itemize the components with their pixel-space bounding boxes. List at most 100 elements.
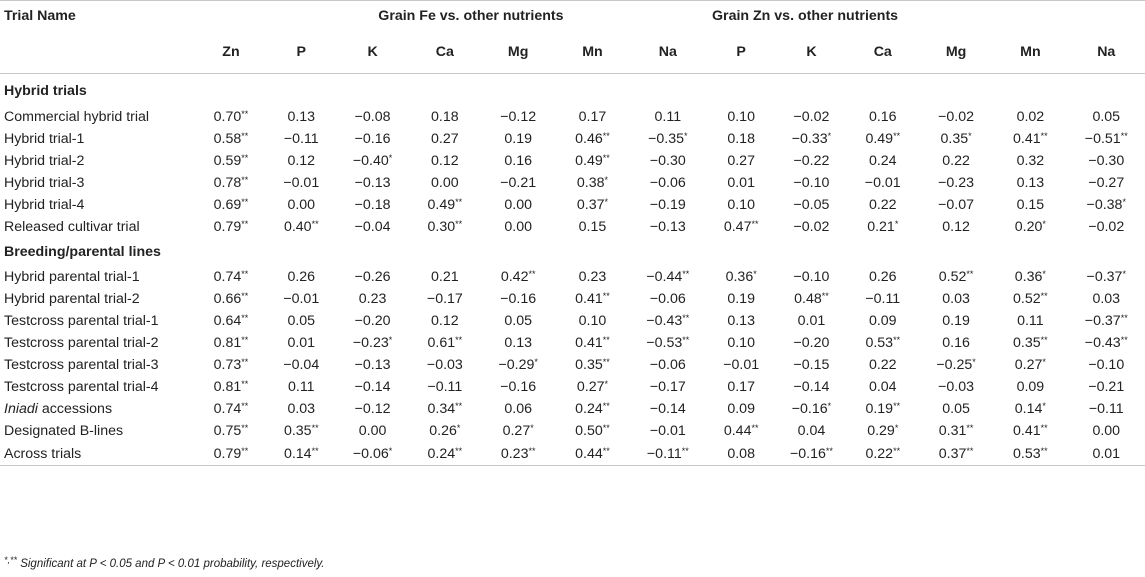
- cell-number: −0.01: [283, 291, 320, 307]
- trial-name-cell: Testcross parental trial-1: [4, 313, 159, 329]
- significance-marker: **: [455, 401, 463, 411]
- table-row: Released cultivar trial 0.79** 0.40** −0.04…: [0, 216, 1145, 238]
- cell-number: 0.35: [1013, 335, 1041, 351]
- significance-marker: **: [241, 335, 249, 345]
- cell-number: −0.17: [649, 379, 686, 395]
- value-cell: 0.09: [847, 310, 919, 332]
- significance-marker: **: [602, 335, 610, 345]
- value-cell: 0.17: [555, 106, 629, 128]
- significance-marker: **: [893, 335, 901, 345]
- value-cell: 0.74**: [196, 266, 266, 288]
- cell-number: 0.04: [797, 423, 826, 439]
- cell-number: −0.12: [354, 401, 391, 417]
- trial-name-cell: Testcross parental trial-3: [4, 357, 159, 373]
- value-cell: −0.40*: [336, 150, 408, 172]
- value-cell: −0.14: [776, 376, 846, 398]
- value-cell: 0.79**: [196, 216, 266, 238]
- cell-number: 0.35: [940, 131, 969, 147]
- significance-marker: **: [966, 445, 974, 456]
- cell-number: 0.27: [431, 131, 459, 147]
- cell-number: −0.30: [649, 153, 686, 169]
- value-cell: 0.69**: [196, 194, 266, 216]
- value-cell: 0.13: [706, 310, 776, 332]
- cell-number: 0.66: [213, 291, 242, 307]
- value-cell: −0.06: [630, 354, 706, 376]
- cell-number: 0.14: [283, 445, 312, 462]
- cell-number: 0.24: [427, 445, 456, 462]
- significance-marker: *: [456, 423, 461, 433]
- cell-number: −0.53: [646, 335, 683, 351]
- trial-name-cell: Hybrid parental trial-2: [4, 291, 140, 307]
- significance-marker: **: [682, 335, 690, 345]
- cell-number: 0.78: [213, 175, 242, 191]
- significance-marker: **: [1040, 423, 1048, 433]
- value-cell: 0.00: [481, 216, 555, 238]
- value-cell: −0.01: [706, 354, 776, 376]
- cell-number: −0.25: [936, 357, 973, 373]
- cell-number: −0.02: [1088, 219, 1125, 235]
- cell-number: 0.79: [213, 445, 242, 462]
- significance-marker: **: [1040, 335, 1048, 345]
- value-cell: −0.03: [409, 354, 481, 376]
- cell-number: 0.81: [213, 379, 242, 395]
- cell-number: 0.05: [942, 401, 970, 417]
- value-cell: −0.16**: [776, 442, 847, 466]
- cell-number: 0.37: [938, 445, 967, 462]
- value-cell: 0.09: [993, 376, 1067, 398]
- cell-number: 0.16: [868, 109, 897, 125]
- value-cell: 0.53**: [993, 442, 1068, 466]
- cell-number: 0.01: [797, 313, 826, 329]
- value-cell: 0.23**: [481, 442, 556, 466]
- value-cell: 0.13: [481, 332, 555, 354]
- value-cell: −0.02: [919, 106, 993, 128]
- table-row: Hybrid trial-1 0.58** −0.11 −0.16 0.27 0.19 0.…: [0, 128, 1145, 150]
- cell-number: 0.44: [723, 423, 752, 439]
- cell-number: 0.05: [504, 313, 532, 329]
- col-header-fe-ca: Ca: [408, 31, 482, 74]
- trial-name-cell: Designated B-lines: [4, 423, 124, 439]
- value-cell: 0.27*: [481, 420, 555, 442]
- cell-number: 0.29: [867, 423, 895, 439]
- significance-marker: **: [751, 219, 759, 229]
- table-row: Testcross parental trial-1 0.64** 0.05 −0.2…: [0, 310, 1145, 332]
- cell-number: 0.36: [725, 269, 754, 285]
- cell-number: −0.43: [646, 313, 683, 329]
- cell-number: 0.19: [942, 313, 970, 329]
- cell-number: −0.44: [646, 269, 683, 285]
- cell-number: 0.41: [575, 335, 603, 351]
- value-cell: −0.01: [266, 288, 336, 310]
- value-cell: 0.47**: [706, 216, 776, 238]
- value-cell: 0.05: [481, 310, 555, 332]
- cell-number: 0.12: [431, 153, 459, 169]
- cell-number: 0.16: [504, 153, 532, 169]
- value-cell: 0.81**: [196, 332, 266, 354]
- cell-number: 0.37: [576, 197, 605, 213]
- value-cell: −0.15: [776, 354, 846, 376]
- cell-number: 0.70: [213, 109, 242, 125]
- cell-number: 0.03: [942, 291, 970, 307]
- value-cell: −0.13: [630, 216, 706, 238]
- cell-number: 0.27: [727, 153, 755, 169]
- trial-name-header: Trial Name: [4, 8, 76, 24]
- col-header-fe-zn: Zn: [195, 31, 267, 74]
- cell-number: 0.06: [504, 401, 532, 417]
- significance-marker: *: [604, 379, 609, 389]
- value-cell: 0.53**: [847, 332, 919, 354]
- significance-marker: *: [1122, 269, 1126, 279]
- footnote-marker: *,**: [4, 555, 18, 565]
- significance-marker: **: [682, 269, 690, 279]
- value-cell: 0.02: [993, 106, 1067, 128]
- value-cell: 0.14**: [266, 442, 337, 466]
- cell-number: −0.15: [793, 357, 830, 373]
- trial-name-cell: Testcross parental trial-2: [4, 335, 159, 351]
- value-cell: −0.02: [776, 106, 846, 128]
- cell-number: 0.12: [287, 153, 316, 169]
- cell-number: 0.27: [1014, 357, 1043, 373]
- col-header-zn-na: Na: [1067, 31, 1145, 74]
- cell-number: 0.24: [575, 401, 603, 417]
- cell-number: −0.13: [649, 219, 686, 235]
- cell-number: −0.40: [352, 153, 389, 169]
- significance-marker: **: [1040, 291, 1048, 301]
- value-cell: −0.16: [336, 128, 408, 150]
- value-cell: 0.30**: [409, 216, 481, 238]
